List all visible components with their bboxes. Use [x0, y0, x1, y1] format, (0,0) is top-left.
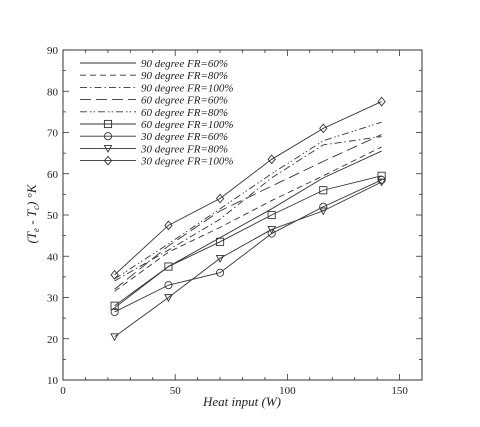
data-point	[110, 333, 119, 342]
legend-label: 90 degree FR=80%	[141, 70, 228, 82]
legend: 90 degree FR=60%90 degree FR=80%90 degre…	[80, 58, 234, 168]
legend-marker	[103, 119, 113, 129]
legend-item: 90 degree FR=100%	[80, 82, 234, 94]
series-9	[110, 96, 386, 280]
data-point	[319, 186, 328, 195]
legend-label: 30 degree FR=80%	[140, 143, 228, 155]
data-point	[164, 220, 173, 231]
y-tick-label: 50	[47, 210, 59, 222]
data-point	[110, 301, 119, 310]
legend-item: 60 degree FR=80%	[80, 107, 228, 119]
data-point	[267, 226, 277, 234]
series-line	[114, 146, 382, 292]
legend-label: 60 degree FR=100%	[141, 119, 234, 131]
legend-label: 60 degree FR=80%	[141, 107, 228, 119]
y-tick-label: 40	[47, 251, 59, 263]
y-tick-label: 30	[47, 293, 59, 305]
x-tick-label: 50	[170, 385, 182, 397]
series-line	[114, 134, 382, 290]
data-point	[164, 294, 173, 303]
data-point	[267, 210, 276, 220]
legend-label: 90 degree FR=60%	[141, 58, 228, 70]
legend-item: 30 degree FR=80%	[80, 143, 228, 155]
y-tick-label: 80	[47, 86, 59, 98]
series-line	[114, 175, 382, 307]
series-line	[114, 179, 382, 313]
x-tick-label: 150	[391, 385, 408, 397]
series-8	[110, 178, 386, 342]
x-tick-label: 0	[60, 385, 66, 397]
series-7	[110, 175, 386, 316]
data-point	[164, 281, 173, 290]
data-point	[377, 96, 386, 107]
plot-area	[110, 96, 386, 342]
axes: 0 50 100 150 10 20 30 40 50 60 70 80 90	[47, 45, 423, 397]
series-line	[114, 181, 382, 338]
legend-marker	[103, 155, 113, 166]
data-point	[164, 262, 173, 271]
data-point	[267, 154, 276, 165]
series-4	[114, 134, 382, 290]
legend-label: 60 degree FR=60%	[141, 95, 228, 107]
data-point	[216, 268, 225, 277]
data-point	[319, 202, 328, 211]
legend-item: 90 degree FR=60%	[80, 58, 228, 70]
data-point	[110, 307, 119, 316]
y-tick-label: 90	[47, 45, 59, 57]
data-point	[216, 237, 225, 246]
series-5	[114, 121, 382, 280]
data-point	[215, 193, 225, 204]
legend-marker	[103, 132, 113, 141]
y-tick-label: 70	[47, 128, 59, 140]
series-line	[114, 101, 382, 276]
series-line	[114, 121, 382, 280]
legend-item: 60 degree FR=100%	[80, 119, 234, 131]
legend-label: 30 degree FR=60%	[140, 131, 228, 143]
data-point	[377, 178, 386, 187]
legend-item: 60 degree FR=60%	[80, 95, 228, 107]
data-point	[318, 207, 328, 216]
legend-item: 30 degree FR=100%	[80, 156, 234, 168]
y-tick-label: 20	[47, 334, 59, 346]
x-tick-label: 100	[279, 385, 296, 397]
data-point	[267, 229, 276, 238]
y-tick-label: 60	[47, 169, 59, 181]
data-point	[110, 269, 119, 280]
legend-label: 90 degree FR=100%	[141, 82, 234, 94]
legend-marker	[103, 145, 113, 153]
data-point	[215, 254, 225, 263]
legend-item: 90 degree FR=80%	[80, 70, 228, 82]
data-point	[319, 123, 328, 134]
x-axis-label: Heat input (W)	[202, 394, 281, 409]
legend-label: 30 degree FR=100%	[140, 156, 234, 168]
series-2	[114, 146, 382, 292]
y-tick-label: 10	[47, 375, 59, 387]
legend-item: 30 degree FR=60%	[80, 131, 228, 143]
y-axis-label: (Te - Tc) °K	[24, 183, 41, 243]
